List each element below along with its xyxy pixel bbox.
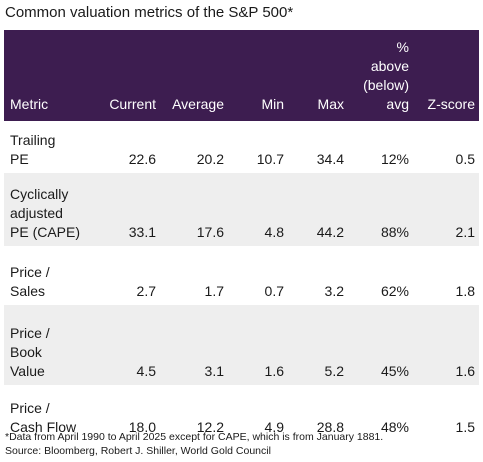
metric-name-cell: Trailing PE (4, 121, 92, 173)
header-pct-line: avg (386, 96, 409, 112)
table-row: Price / Cash Flow 18.0 12.2 4.9 28.8 48%… (4, 385, 479, 441)
zscore-cell: 1.6 (413, 305, 479, 385)
current-cell: 33.1 (92, 173, 160, 246)
header-current: Current (92, 30, 160, 121)
metric-name-line: Price / (10, 264, 50, 280)
zscore-cell: 2.1 (413, 173, 479, 246)
metric-name-line: adjusted (10, 205, 63, 221)
metric-name-line: Price / (10, 325, 50, 341)
current-cell: 2.7 (92, 246, 160, 305)
zscore-cell: 1.8 (413, 246, 479, 305)
header-min: Min (228, 30, 288, 121)
average-cell: 3.1 (160, 305, 228, 385)
metric-name-cell: Price / Sales (4, 246, 92, 305)
metric-name-line: Price / (10, 400, 50, 416)
max-cell: 3.2 (288, 246, 348, 305)
current-cell: 4.5 (92, 305, 160, 385)
header-zscore: Z-score (413, 30, 479, 121)
header-metric: Metric (4, 30, 92, 121)
zscore-cell: 1.5 (413, 385, 479, 441)
valuation-metrics-table: Metric Current Average Min Max % above (… (4, 30, 479, 441)
metric-name-cell: Price / Cash Flow (4, 385, 92, 441)
average-cell: 20.2 (160, 121, 228, 173)
header-pct-line: (below) (363, 77, 409, 93)
footnote-data-range: *Data from April 1990 to April 2025 exce… (5, 431, 384, 443)
pct-cell: 88% (348, 173, 413, 246)
header-max: Max (288, 30, 348, 121)
header-pct-line: % (396, 39, 409, 55)
min-cell: 0.7 (228, 246, 288, 305)
average-cell: 1.7 (160, 246, 228, 305)
metric-name-cell: Price / Book Value (4, 305, 92, 385)
table-title: Common valuation metrics of the S&P 500* (5, 4, 294, 21)
min-cell: 4.8 (228, 173, 288, 246)
metric-name-line: Book (10, 344, 42, 360)
header-pct-above-below-avg: % above (below) avg (348, 30, 413, 121)
table-row: Price / Book Value 4.5 3.1 1.6 5.2 45% 1… (4, 305, 479, 385)
metric-name-line: Cyclically (10, 186, 69, 202)
metric-name-line: Value (10, 363, 45, 379)
table-row: Price / Sales 2.7 1.7 0.7 3.2 62% 1.8 (4, 246, 479, 305)
metric-name-cell: Cyclically adjusted PE (CAPE) (4, 173, 92, 246)
zscore-cell: 0.5 (413, 121, 479, 173)
max-cell: 5.2 (288, 305, 348, 385)
metric-name-line: PE (10, 151, 29, 167)
current-cell: 18.0 (92, 385, 160, 441)
header-pct-line: above (370, 58, 409, 74)
pct-cell: 12% (348, 121, 413, 173)
max-cell: 34.4 (288, 121, 348, 173)
max-cell: 44.2 (288, 173, 348, 246)
metric-name-line: Cash Flow (10, 419, 77, 435)
max-cell: 28.8 (288, 385, 348, 441)
footnote-source: Source: Bloomberg, Robert J. Shiller, Wo… (5, 445, 271, 457)
pct-cell: 62% (348, 246, 413, 305)
pct-cell: 45% (348, 305, 413, 385)
table-row: Cyclically adjusted PE (CAPE) 33.1 17.6 … (4, 173, 479, 246)
pct-cell: 48% (348, 385, 413, 441)
metric-name-line: PE (CAPE) (10, 224, 81, 240)
average-cell: 12.2 (160, 385, 228, 441)
min-cell: 4.9 (228, 385, 288, 441)
header-average: Average (160, 30, 228, 121)
current-cell: 22.6 (92, 121, 160, 173)
metric-name-line: Trailing (10, 132, 56, 148)
min-cell: 10.7 (228, 121, 288, 173)
footnote: *Data from April 1990 to April 2025 exce… (5, 430, 383, 458)
table-row: Trailing PE 22.6 20.2 10.7 34.4 12% 0.5 (4, 121, 479, 173)
header-row: Metric Current Average Min Max % above (… (4, 30, 479, 121)
metric-name-line: Sales (10, 283, 46, 299)
average-cell: 17.6 (160, 173, 228, 246)
min-cell: 1.6 (228, 305, 288, 385)
